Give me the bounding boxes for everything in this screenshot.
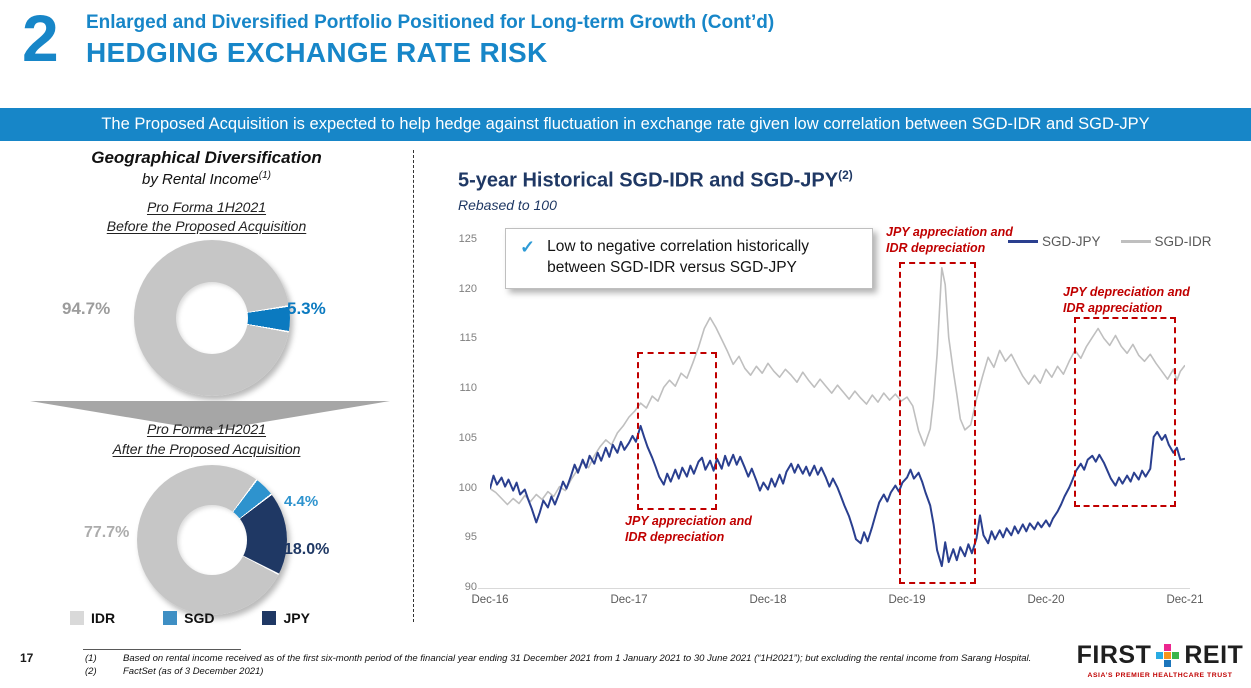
annotation-box-2021 <box>1074 317 1176 507</box>
x-tick-label: Dec-21 <box>1166 594 1204 606</box>
sgd-jpy-label: SGD-JPY <box>1042 234 1101 249</box>
sgd-label: SGD <box>184 610 215 626</box>
footnote-2-ref: (2) <box>85 666 97 677</box>
page-number: 17 <box>20 651 34 665</box>
footnote-1-text: Based on rental income received as of th… <box>123 653 1032 664</box>
annotation-line: IDR appreciation <box>1063 301 1163 316</box>
before-label-line2: Before the Proposed Acquisition <box>106 218 307 234</box>
series-sgd-jpy <box>490 424 1185 568</box>
annotation-line: IDR depreciation <box>625 530 725 545</box>
header-subtitle: Enlarged and Diversified Portfolio Posit… <box>86 12 775 33</box>
donut-chart-before <box>134 240 290 396</box>
legend-item-sgd-jpy: SGD-JPY <box>1008 234 1101 249</box>
donut-chart-after <box>137 465 287 615</box>
idr-label: IDR <box>91 610 116 626</box>
line-chart-plot <box>490 266 1185 568</box>
annotation-jpy-appreciation-bottom: JPY appreciation and IDR depreciation <box>625 513 752 546</box>
y-tick-label: 120 <box>458 282 477 295</box>
footnote-ref-1: (1) <box>258 170 271 181</box>
plus-square-center <box>1164 652 1172 659</box>
idr-swatch <box>70 611 84 625</box>
plus-square-top <box>1164 644 1172 651</box>
y-tick-label: 115 <box>459 332 477 345</box>
legend-item-sgd-idr: SGD-IDR <box>1120 234 1212 249</box>
key-message-banner: The Proposed Acquisition is expected to … <box>0 108 1251 141</box>
y-tick-label: 90 <box>464 581 477 593</box>
legend-item-idr: IDR <box>70 610 115 626</box>
banner-text: The Proposed Acquisition is expected to … <box>101 115 1150 133</box>
logo-first-text: FIRST <box>1076 641 1152 669</box>
x-tick-label: Dec-17 <box>610 594 648 606</box>
geo-diversification-title: Geographical Diversification <box>91 148 322 167</box>
footnote-rule <box>83 649 241 650</box>
annotation-box-2017 <box>637 352 717 510</box>
jpy-swatch <box>262 611 277 625</box>
annotation-line: JPY depreciation and <box>1063 285 1190 299</box>
logo-wordmark: FIRST REIT <box>1076 641 1244 670</box>
line-chart-legend: SGD-JPY SGD-IDR <box>1008 234 1212 249</box>
header: Enlarged and Diversified Portfolio Posit… <box>86 12 774 69</box>
annotation-line: JPY appreciation and <box>625 514 752 528</box>
x-tick-label: Dec-16 <box>471 594 509 606</box>
sgd-idr-label: SGD-IDR <box>1154 234 1212 249</box>
x-tick-label: Dec-19 <box>888 594 926 606</box>
plus-square-bottom <box>1164 660 1172 667</box>
donut-hole <box>175 281 249 355</box>
donut-before-sgd-label: 5.3% <box>287 299 326 318</box>
legend-item-sgd: SGD <box>163 610 214 626</box>
geo-subtitle-text: by Rental Income <box>142 171 259 188</box>
footnote-ref-2: (2) <box>838 168 853 182</box>
sgd-idr-line-swatch <box>1120 240 1151 243</box>
y-tick-label: 110 <box>459 382 477 395</box>
y-tick-label: 105 <box>458 431 477 444</box>
down-arrow-icon <box>30 401 390 431</box>
series-sgd-idr <box>490 266 1185 506</box>
footnote-1-ref: (1) <box>85 653 97 664</box>
check-icon: ✓ <box>520 237 536 257</box>
after-label-line2: After the Proposed Acquisition <box>112 441 301 457</box>
x-tick-label: Dec-20 <box>1027 594 1065 606</box>
first-reit-logo: FIRST REIT ASIA’S PREMIER HEALTHCARE TRU… <box>1076 641 1244 679</box>
donut-after-sgd-label: 4.4% <box>284 493 319 510</box>
after-label-line1: Pro Forma 1H2021 <box>146 421 267 437</box>
sgd-jpy-line-swatch <box>1008 240 1038 243</box>
geo-diversification-subtitle: by Rental Income(1) <box>0 170 413 188</box>
logo-reit-text: REIT <box>1184 641 1244 669</box>
correlation-callout: ✓ Low to negative correlation historical… <box>505 228 873 289</box>
footnote-2-text: FactSet (as of 3 December 2021) <box>123 666 264 677</box>
section-number: 2 <box>22 1 59 75</box>
plus-square-left <box>1156 652 1164 659</box>
footnote-2: (2) FactSet (as of 3 December 2021) <box>85 666 263 677</box>
annotation-line: JPY appreciation and <box>886 225 1013 239</box>
line-chart-title: 5-year Historical SGD-IDR and SGD-JPY(2) <box>458 168 853 193</box>
annotation-jpy-appreciation-top: JPY appreciation and IDR depreciation <box>886 224 1013 257</box>
y-tick-label: 100 <box>458 481 477 494</box>
y-tick-label: 95 <box>464 531 477 544</box>
jpy-label: JPY <box>283 610 310 626</box>
y-tick-label: 125 <box>458 233 477 245</box>
line-chart-subtitle: Rebased to 100 <box>458 197 557 213</box>
page-title: HEDGING EXCHANGE RATE RISK <box>86 37 548 68</box>
plus-square-right <box>1172 652 1180 659</box>
sgd-swatch <box>163 611 178 625</box>
before-label-line1: Pro Forma 1H2021 <box>146 199 267 215</box>
annotation-jpy-depreciation: JPY depreciation and IDR appreciation <box>1063 284 1190 317</box>
donut-hole <box>177 505 247 575</box>
annotation-box-covid <box>899 262 976 584</box>
logo-tagline: ASIA’S PREMIER HEALTHCARE TRUST <box>1087 672 1233 679</box>
x-tick-label: Dec-18 <box>749 594 787 606</box>
x-axis-line <box>478 588 1190 589</box>
logo-plus-icon <box>1156 644 1180 667</box>
footnote-1: (1) Based on rental income received as of… <box>85 653 1031 664</box>
line-chart-title-text: 5-year Historical SGD-IDR and SGD-JPY <box>458 169 839 192</box>
donut-after-jpy-label: 18.0% <box>284 541 330 558</box>
callout-text: Low to negative correlation historically… <box>547 238 810 276</box>
vertical-divider <box>413 150 414 622</box>
annotation-line: IDR depreciation <box>886 241 986 256</box>
currency-legend: IDR SGD JPY <box>70 610 370 626</box>
donut-after-idr-label: 77.7% <box>84 524 130 541</box>
legend-item-jpy: JPY <box>262 610 310 626</box>
donut-before-idr-label: 94.7% <box>62 299 111 318</box>
